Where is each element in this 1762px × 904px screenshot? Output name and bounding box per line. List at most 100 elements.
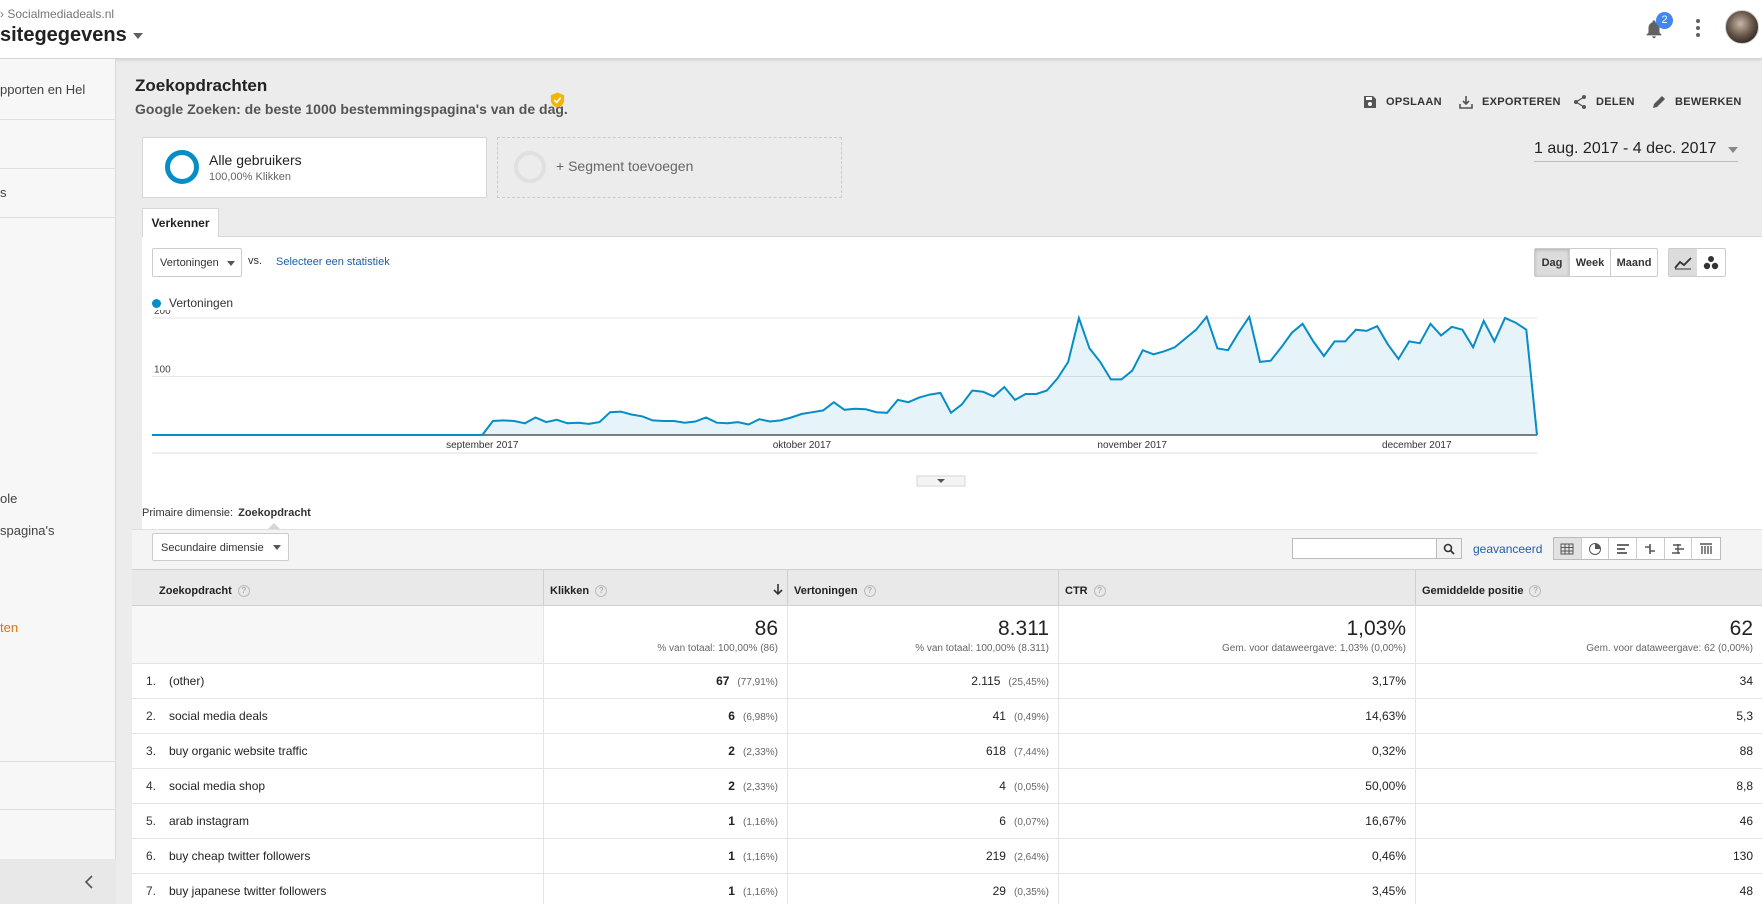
query-link[interactable]: social media shop	[169, 779, 266, 793]
table-row: 3. buy organic website traffic 2 (2,33%) 618…	[132, 734, 1762, 769]
help-icon[interactable]: ?	[1093, 585, 1106, 598]
query-link[interactable]: social media deals	[169, 709, 268, 723]
caret-down-icon	[132, 32, 143, 39]
sidebar-item-pages[interactable]: spagina's	[0, 523, 55, 538]
sidebar-item-reports-help[interactable]: pporten en Hel	[0, 82, 86, 97]
collapse-chevron-icon[interactable]	[83, 875, 95, 889]
period-day-button[interactable]: Dag	[1535, 249, 1570, 276]
advanced-filter-link[interactable]: geavanceerd	[1473, 542, 1543, 556]
column-header-ctr[interactable]: CTR?	[1059, 570, 1416, 605]
table-row: 5. arab instagram 1 (1,16%) 6 (0,07%) 16,67% 46	[132, 804, 1762, 839]
clicks-value: 1	[728, 849, 735, 863]
segment-all-users[interactable]: Alle gebruikers 100,00% Klikken	[142, 137, 487, 198]
y-tick-label: 100	[154, 365, 171, 376]
clicks-cell: 1 (1,16%)	[544, 874, 788, 904]
more-options-icon[interactable]	[1690, 17, 1706, 39]
x-tick-label: december 2017	[1382, 440, 1452, 451]
primary-dimension-value[interactable]: Zoekopdracht	[238, 507, 311, 519]
column-header-clicks[interactable]: Klikken?	[544, 570, 788, 605]
user-avatar[interactable]	[1725, 10, 1759, 44]
sidebar-item-active[interactable]: ten	[0, 620, 19, 635]
clicks-value: 67	[716, 674, 730, 688]
report-title: Zoekopdrachten	[135, 76, 268, 95]
totals-clicks-note: % van totaal: 100,00% (86)	[657, 643, 778, 654]
add-segment-button[interactable]: + Segment toevoegen	[497, 137, 842, 198]
help-icon[interactable]: ?	[1529, 585, 1542, 598]
table-search-button[interactable]	[1436, 538, 1462, 559]
breadcrumb-account[interactable]: Socialmediadeals.nl	[7, 7, 115, 21]
comparison-view-button[interactable]	[1637, 538, 1665, 559]
edit-button[interactable]: BEWERKEN	[1651, 92, 1742, 112]
share-label: DELEN	[1596, 96, 1635, 108]
row-number: 6.	[146, 849, 157, 863]
chart-collapse-toggle[interactable]	[916, 475, 966, 487]
tab-divider	[142, 236, 1762, 237]
impressions-chart: 100 200 september 2017 oktober 2017 novembe…	[152, 310, 1538, 487]
totals-ctr-value: 1,03%	[1346, 617, 1406, 640]
date-range-text: 1 aug. 2017 - 4 dec. 2017	[1534, 140, 1717, 157]
export-button[interactable]: EXPORTEREN	[1458, 92, 1561, 112]
position-cell: 46	[1416, 804, 1762, 838]
help-icon[interactable]: ?	[863, 585, 876, 598]
motion-chart-button[interactable]	[1697, 249, 1725, 276]
pivot-view-button[interactable]	[1692, 538, 1720, 559]
table-row: 6. buy cheap twitter followers 1 (1,16%) 219…	[132, 839, 1762, 874]
table-search-input[interactable]	[1292, 538, 1438, 559]
impressions-percent: (2,64%)	[1013, 852, 1049, 863]
impressions-percent: (0,05%)	[1013, 782, 1049, 793]
performance-view-button[interactable]	[1609, 538, 1638, 559]
secondary-dimension-select[interactable]: Secundaire dimensie	[152, 533, 289, 561]
column-header-avg-position[interactable]: Gemiddelde positie?	[1416, 570, 1762, 605]
totals-position-note: Gem. voor dataweergave: 62 (0,00%)	[1586, 643, 1753, 654]
select-statistic-link[interactable]: Selecteer een statistiek	[276, 256, 390, 268]
query-link[interactable]: buy organic website traffic	[169, 744, 308, 758]
share-button[interactable]: DELEN	[1572, 92, 1635, 112]
ctr-value: 0,32%	[1371, 744, 1406, 758]
top-header: › Socialmediadeals.nl sitegegevens 2	[0, 0, 1762, 59]
sort-descending-icon[interactable]	[773, 583, 783, 596]
line-chart-button[interactable]	[1669, 249, 1697, 276]
export-label: EXPORTEREN	[1482, 96, 1561, 108]
segment-ring-icon	[514, 151, 546, 183]
metric-select[interactable]: Vertoningen	[152, 248, 242, 277]
percentage-view-button[interactable]	[1582, 538, 1610, 559]
totals-clicks-value: 86	[754, 617, 778, 640]
column-header-query[interactable]: Zoekopdracht?	[132, 570, 544, 605]
column-header-impressions[interactable]: Vertoningen?	[788, 570, 1059, 605]
help-icon[interactable]: ?	[237, 585, 250, 598]
bar-list-icon	[1616, 543, 1629, 554]
bubble-chart-icon	[1703, 255, 1719, 269]
query-link[interactable]: arab instagram	[169, 814, 250, 828]
date-range-picker[interactable]: 1 aug. 2017 - 4 dec. 2017	[1534, 140, 1739, 162]
explorer-body	[142, 237, 1762, 547]
query-link[interactable]: (other)	[169, 674, 205, 688]
period-week-button[interactable]: Week	[1570, 249, 1611, 276]
impressions-cell: 618 (7,44%)	[788, 734, 1059, 768]
term-cloud-view-button[interactable]	[1665, 538, 1693, 559]
query-cell: 6. buy cheap twitter followers	[132, 839, 544, 873]
period-month-button[interactable]: Maand	[1616, 256, 1652, 269]
clicks-cell: 2 (2,33%)	[544, 769, 788, 803]
ctr-value: 50,00%	[1365, 779, 1406, 793]
term-cloud-icon	[1672, 543, 1685, 554]
verified-shield-icon	[550, 92, 565, 108]
sidebar: pporten en Hel s ole spagina's ten	[0, 59, 116, 904]
tab-explorer[interactable]: Verkenner	[142, 208, 219, 237]
data-table-view-button[interactable]	[1554, 538, 1582, 559]
save-button[interactable]: OPSLAAN	[1362, 92, 1442, 112]
query-link[interactable]: buy japanese twitter followers	[169, 884, 327, 898]
line-chart-icon	[1674, 256, 1692, 269]
help-icon[interactable]: ?	[595, 585, 608, 598]
sidebar-item-ole[interactable]: ole	[0, 491, 18, 506]
position-value: 130	[1732, 849, 1753, 863]
sidebar-divider	[0, 761, 116, 762]
sidebar-item-s[interactable]: s	[0, 185, 7, 200]
clicks-value: 2	[728, 779, 735, 793]
primary-dimension: Primaire dimensie: Zoekopdracht	[142, 507, 311, 519]
totals-ctr-cell: 1,03% Gem. voor dataweergave: 1,03% (0,0…	[1059, 606, 1416, 663]
query-link[interactable]: buy cheap twitter followers	[169, 849, 311, 863]
y-tick-label: 200	[154, 310, 171, 317]
view-selector[interactable]: sitegegevens	[0, 24, 143, 47]
breadcrumb[interactable]: › Socialmediadeals.nl	[0, 7, 114, 21]
sidebar-collapse-bar[interactable]	[0, 859, 116, 904]
